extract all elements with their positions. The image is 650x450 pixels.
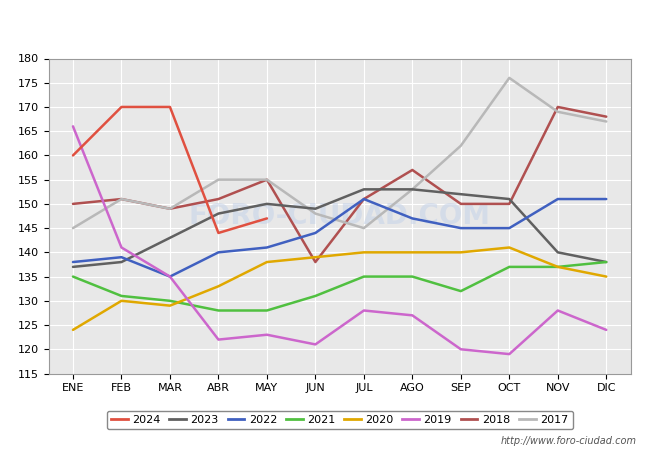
Text: http://www.foro-ciudad.com: http://www.foro-ciudad.com bbox=[501, 436, 637, 446]
Text: Afiliados en Guadalmez a 31/5/2024: Afiliados en Guadalmez a 31/5/2024 bbox=[161, 11, 489, 29]
Text: FORO-CIUDAD.COM: FORO-CIUDAD.COM bbox=[188, 202, 491, 230]
Legend: 2024, 2023, 2022, 2021, 2020, 2019, 2018, 2017: 2024, 2023, 2022, 2021, 2020, 2019, 2018… bbox=[107, 410, 573, 429]
